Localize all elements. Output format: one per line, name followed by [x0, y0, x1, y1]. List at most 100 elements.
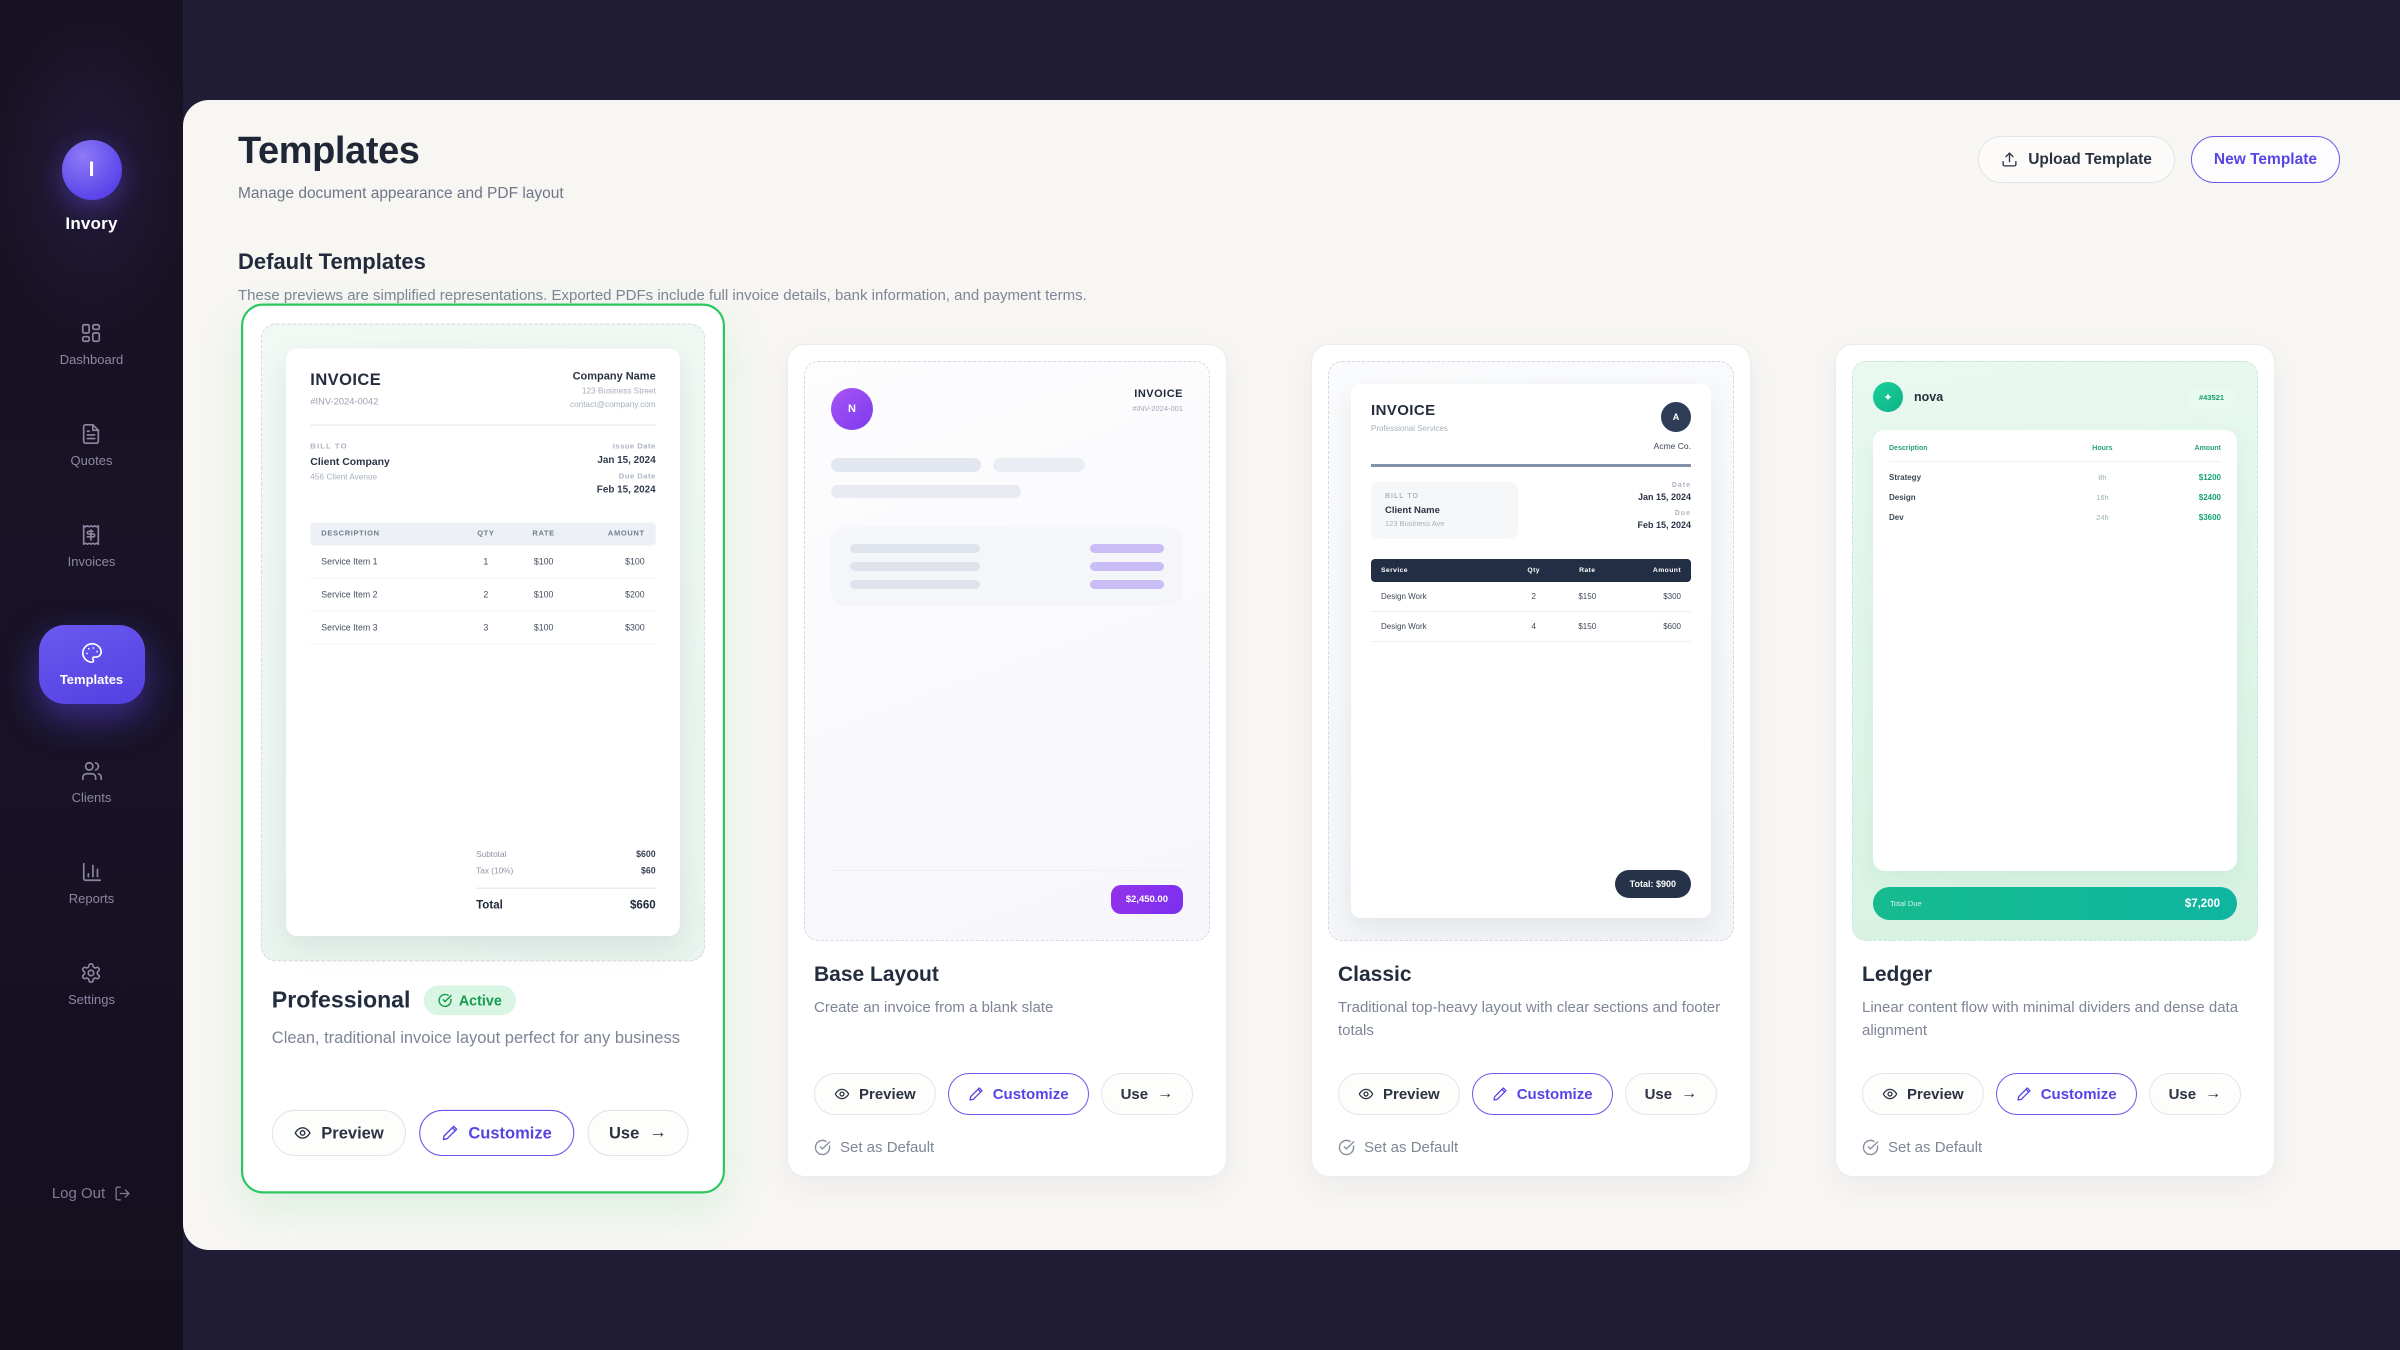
sidebar-item-reports[interactable]: Reports — [69, 861, 114, 906]
column-header: Amount — [1652, 567, 1681, 574]
tax-value: $60 — [641, 865, 656, 876]
due-label: Due — [1674, 510, 1691, 517]
due-date-value: Feb 15, 2024 — [596, 483, 656, 495]
customize-button[interactable]: Customize — [947, 1073, 1089, 1115]
logout-icon — [114, 1185, 131, 1202]
section-title: Default Templates — [238, 249, 426, 274]
table-row: Service Item 1 1 $100 $100 — [310, 546, 656, 579]
pencil-icon — [968, 1086, 984, 1102]
due-value: Feb 15, 2024 — [1637, 520, 1691, 530]
client-address: 456 Client Avenue — [310, 471, 378, 482]
section-description: These previews are simplified representa… — [238, 287, 1087, 304]
template-grid: INVOICE #INV-2024-0042 Company Name 123 … — [241, 303, 2340, 1194]
skeleton-block — [831, 527, 1183, 606]
sidebar-item-quotes[interactable]: Quotes — [70, 423, 113, 468]
sidebar-item-label: Invoices — [67, 554, 116, 569]
date-label: Date — [1671, 482, 1691, 489]
professional-preview: INVOICE #INV-2024-0042 Company Name 123 … — [260, 323, 706, 962]
bill-to-label: BILL TO — [310, 443, 348, 451]
skeleton-row — [831, 458, 1183, 472]
template-title: Base Layout — [814, 963, 939, 986]
avatar: N — [831, 388, 873, 430]
logout-label: Log Out — [51, 1185, 106, 1202]
new-template-button[interactable]: New Template — [2190, 136, 2340, 183]
date-value: Jan 15, 2024 — [1637, 492, 1691, 502]
set-as-default-button[interactable]: Set as Default — [814, 1139, 1200, 1156]
total-label: Total — [476, 898, 503, 912]
ledger-table-card: Description Hours Amount Strategy 8h $12… — [1873, 430, 2237, 871]
bill-to-label: BILL TO — [1385, 493, 1419, 500]
reports-icon — [81, 861, 103, 883]
sidebar-item-label: Quotes — [70, 453, 113, 468]
sidebar-item-label: Clients — [71, 790, 112, 805]
eye-icon — [1358, 1086, 1374, 1102]
table-row: Strategy 8h $1200 — [1889, 473, 2221, 482]
check-circle-icon — [438, 993, 452, 1008]
sidebar-nav: Dashboard Quotes Invoices Templates Clie… — [0, 322, 183, 1007]
column-header: Rate — [1579, 567, 1596, 574]
invoice-table: Service Qty Rate Amount Design Work 2 $1… — [1371, 559, 1691, 642]
invoice-totals: Subtotal $600 Tax (10%) $60 Total $660 — [476, 849, 656, 914]
app-logo-letter: I — [88, 158, 95, 181]
total-due-label: Total Due — [1890, 899, 1922, 908]
page-header: Templates Manage document appearance and… — [238, 130, 2340, 203]
customize-button[interactable]: Customize — [418, 1109, 574, 1157]
set-as-default-button[interactable]: Set as Default — [1338, 1139, 1724, 1156]
invoice-number: #INV-2024-0042 — [310, 395, 379, 407]
avatar: A — [1661, 402, 1691, 432]
dashboard-icon — [80, 322, 102, 344]
preview-button[interactable]: Preview — [814, 1073, 936, 1115]
invoices-icon — [80, 524, 102, 546]
template-description: Create an invoice from a blank slate — [814, 999, 1054, 1016]
table-row: Dev 24h $3600 — [1889, 513, 2221, 522]
template-title: Professional — [271, 987, 411, 1013]
upload-template-button[interactable]: Upload Template — [1978, 136, 2175, 183]
invoice-number: #INV-2024-001 — [1132, 404, 1183, 413]
settings-icon — [80, 962, 102, 984]
column-header: Hours — [2092, 445, 2113, 452]
preview-button[interactable]: Preview — [1338, 1073, 1460, 1115]
use-button[interactable]: Use → — [587, 1109, 689, 1157]
subtotal-value: $600 — [636, 849, 656, 860]
arrow-right-icon: → — [1157, 1085, 1174, 1102]
template-card-ledger: ✦ nova #43521 Description Hours Amount S… — [1835, 344, 2275, 1177]
skeleton-row — [831, 485, 1183, 503]
sidebar-item-label: Templates — [59, 672, 124, 687]
column-header: DESCRIPTION — [321, 530, 380, 538]
divider — [1371, 464, 1691, 467]
total-due-bar: Total Due $7,200 — [1873, 887, 2237, 920]
client-address: 123 Business Ave — [1385, 519, 1445, 528]
classic-preview: INVOICE Professional Services A Acme Co.… — [1328, 361, 1734, 941]
page-subtitle: Manage document appearance and PDF layou… — [238, 185, 564, 202]
issue-date-value: Jan 15, 2024 — [597, 454, 656, 466]
template-card-classic: INVOICE Professional Services A Acme Co.… — [1311, 344, 1751, 1177]
eye-icon — [834, 1086, 850, 1102]
customize-button[interactable]: Customize — [1995, 1073, 2137, 1115]
sidebar-item-templates[interactable]: Templates — [38, 625, 145, 704]
preview-button[interactable]: Preview — [1862, 1073, 1984, 1115]
sidebar-item-invoices[interactable]: Invoices — [67, 524, 116, 569]
base-layout-preview: N INVOICE #INV-2024-001 $2,450.00 — [804, 361, 1210, 941]
sidebar-item-dashboard[interactable]: Dashboard — [60, 322, 123, 367]
column-header: QTY — [477, 530, 495, 538]
logout-button[interactable]: Log Out — [52, 1185, 131, 1202]
sidebar-item-clients[interactable]: Clients — [71, 760, 112, 805]
use-button[interactable]: Use → — [2148, 1073, 2242, 1115]
template-description: Linear content flow with minimal divider… — [1862, 999, 2239, 1039]
company-name: Company Name — [572, 370, 656, 383]
use-button[interactable]: Use → — [1624, 1073, 1718, 1115]
preview-brand: nova — [1914, 390, 1944, 404]
pencil-icon — [441, 1124, 459, 1142]
preview-button[interactable]: Preview — [271, 1109, 406, 1157]
sidebar-item-label: Settings — [68, 992, 115, 1007]
template-card-base-layout: N INVOICE #INV-2024-001 $2,450.00 Bas — [787, 344, 1227, 1177]
client-name: Client Name — [1385, 505, 1440, 516]
sidebar-item-settings[interactable]: Settings — [68, 962, 115, 1007]
pencil-icon — [2016, 1086, 2032, 1102]
customize-button[interactable]: Customize — [1471, 1073, 1613, 1115]
check-circle-icon — [1338, 1139, 1355, 1156]
bill-to-box: BILL TO Client Name 123 Business Ave — [1371, 482, 1519, 539]
arrow-right-icon: → — [2205, 1085, 2222, 1102]
use-button[interactable]: Use → — [1100, 1073, 1194, 1115]
set-as-default-button[interactable]: Set as Default — [1862, 1139, 2248, 1156]
